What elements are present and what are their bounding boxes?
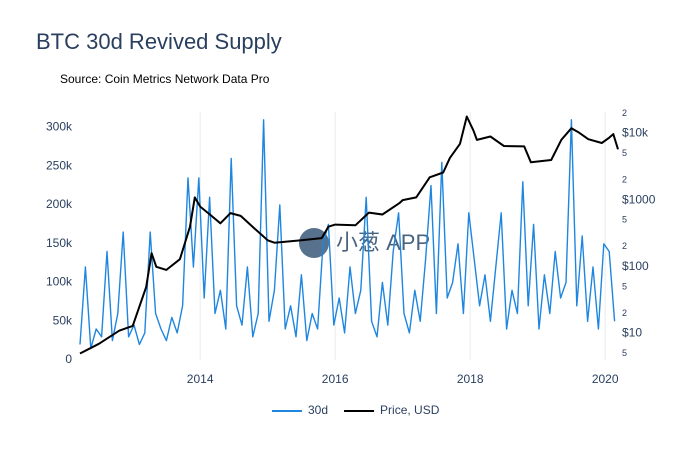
chart-subtitle: Source: Coin Metrics Network Data Pro bbox=[60, 72, 270, 86]
legend-label: Price, USD bbox=[380, 403, 440, 417]
y2-tick-label: $100 bbox=[622, 259, 649, 273]
y2-tick-label: 5 bbox=[622, 281, 627, 291]
y2-tick-label: 5 bbox=[622, 348, 627, 358]
y2-tick-label: $10 bbox=[622, 326, 642, 340]
y-tick-label: 300k bbox=[46, 120, 73, 134]
y2-tick-label: 5 bbox=[622, 215, 627, 225]
x-tick-label: 2016 bbox=[322, 372, 349, 386]
y2-tick-label: 2 bbox=[622, 241, 627, 251]
y2-tick-label: 2 bbox=[622, 308, 627, 318]
y-tick-label: 100k bbox=[46, 275, 73, 289]
x-tick-label: 2014 bbox=[187, 372, 214, 386]
x-tick-label: 2018 bbox=[457, 372, 484, 386]
y-tick-label: 200k bbox=[46, 197, 73, 211]
series-line bbox=[79, 119, 616, 350]
y2-tick-label: 5 bbox=[622, 148, 627, 158]
y-tick-label: 150k bbox=[46, 236, 73, 250]
y-tick-label: 250k bbox=[46, 158, 73, 172]
y2-tick-label: $1000 bbox=[622, 192, 656, 206]
y2-tick-label: 2 bbox=[622, 174, 627, 184]
watermark-icon bbox=[299, 228, 329, 258]
y-tick-label: 0 bbox=[65, 352, 72, 366]
watermark: 小葱 APP bbox=[336, 230, 430, 255]
legend-label: 30d bbox=[308, 403, 328, 417]
series-line bbox=[79, 115, 619, 355]
chart-title: BTC 30d Revived Supply bbox=[36, 29, 282, 54]
y2-tick-label: 2 bbox=[622, 108, 627, 118]
y2-tick-label: $10k bbox=[622, 126, 649, 140]
x-tick-label: 2020 bbox=[592, 372, 619, 386]
y-tick-label: 50k bbox=[53, 313, 73, 327]
